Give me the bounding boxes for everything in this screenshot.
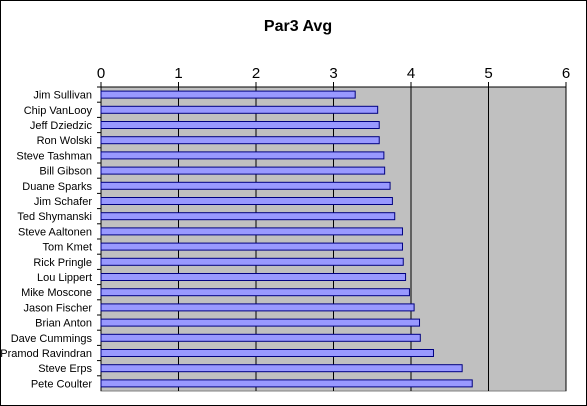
- category-label: Ted Shymanski: [17, 211, 92, 223]
- category-label: Brian Anton: [35, 318, 92, 330]
- bar: [100, 121, 380, 129]
- bar: [100, 364, 463, 373]
- bar: [100, 166, 386, 175]
- bar: [100, 273, 407, 281]
- category-label: Pete Coulter: [31, 378, 92, 390]
- x-tick-label: 6: [562, 65, 570, 82]
- category-label: Duane Sparks: [22, 181, 92, 193]
- x-tick-label: 5: [484, 65, 492, 82]
- category-label: Steve Tashman: [16, 150, 92, 162]
- bar: [100, 242, 403, 251]
- x-tick-label: 0: [97, 65, 105, 82]
- category-label: Mike Moscone: [21, 287, 92, 299]
- category-label: Lou Lippert: [37, 272, 92, 284]
- category-label: Chip VanLooy: [24, 105, 93, 117]
- bar: [100, 303, 415, 312]
- bar: [100, 349, 434, 357]
- category-label: Steve Erps: [38, 363, 92, 375]
- category-label: Jason Fischer: [24, 302, 93, 314]
- chart-title: Par3 Avg: [264, 18, 332, 35]
- category-label: Tom Kmet: [42, 242, 92, 254]
- bar: [100, 288, 410, 297]
- bar: [100, 212, 396, 221]
- bar: [100, 136, 380, 145]
- category-label: Jim Sullivan: [33, 90, 92, 102]
- bar: [100, 257, 404, 266]
- bar: [100, 333, 421, 342]
- bar: [100, 379, 473, 388]
- bar: [100, 318, 421, 327]
- bar: [100, 181, 391, 190]
- bar: [100, 90, 356, 99]
- category-label: Jim Schafer: [34, 196, 92, 208]
- bar: [100, 151, 385, 160]
- bar: [100, 105, 379, 114]
- x-tick-label: 4: [407, 65, 415, 82]
- category-label: Rick Pringle: [33, 257, 92, 269]
- category-label: Jeff Dziedzic: [30, 120, 93, 132]
- category-label: Steve Aaltonen: [18, 226, 92, 238]
- bar: [100, 197, 393, 205]
- bar: [100, 227, 403, 236]
- category-label: Dave Cummings: [11, 333, 93, 345]
- category-label: Pramod Ravindran: [0, 348, 92, 360]
- category-label: Ron Wolski: [37, 135, 92, 147]
- category-label: Bill Gibson: [39, 166, 92, 178]
- plot-area: 0 1 2 3 4 5 6 Jim Sullivan Chip VanLooy Jeff Dzie…: [0, 65, 570, 392]
- x-tick-label: 1: [174, 65, 182, 82]
- x-tick-label: 3: [329, 65, 337, 82]
- x-tick-label: 2: [252, 65, 260, 82]
